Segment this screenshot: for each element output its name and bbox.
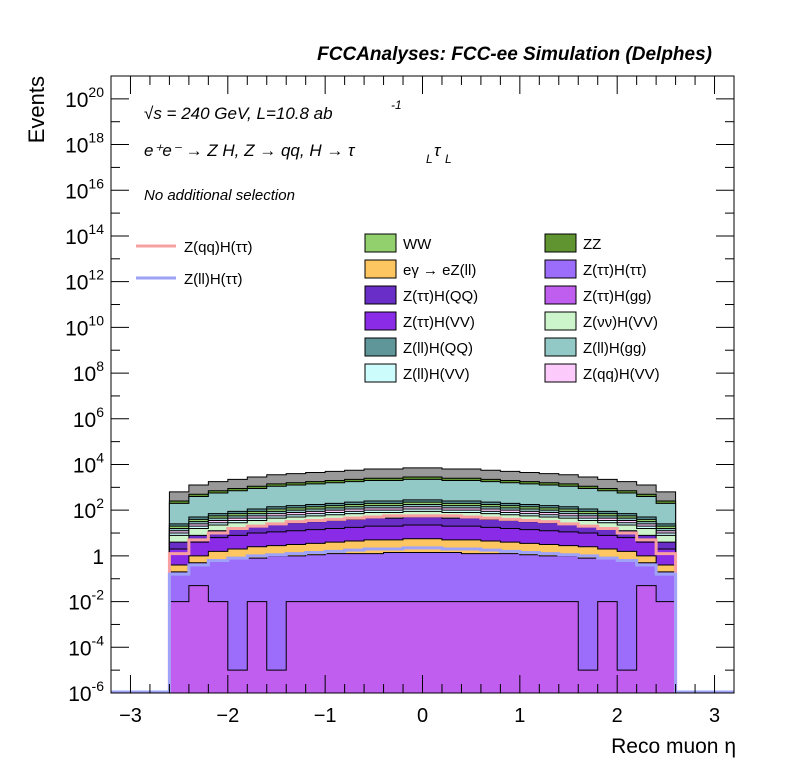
x-axis: −3 −2 −1 0 1 2 3 [110, 76, 735, 727]
legend-background-swatch [364, 337, 397, 357]
x-tick-label: 2 [612, 705, 623, 727]
legend-background-swatch [364, 259, 397, 279]
legend-background-swatch [364, 285, 397, 305]
stacked-histograms [168, 467, 677, 694]
legend-background-swatch [544, 285, 577, 305]
y-tick-base: 10 [65, 226, 88, 249]
x-axis-label: Reco muon η [611, 735, 736, 758]
legend-background-label: Z(νν)H(VV) [583, 314, 658, 331]
legend-background-label: Z(ττ)H(gg) [583, 288, 652, 305]
y-tick-base: 10 [68, 683, 91, 706]
y-axis-label: Events [24, 76, 49, 143]
legend-background-swatch [544, 311, 577, 331]
legend-backgrounds: WW ZZ eγ → eZ(ll) Z(ττ)H(ττ) Z(ττ)H(QQ) Z(ττ)… [364, 233, 660, 383]
y-tick-exponent: -6 [92, 678, 105, 694]
legend-background-swatch [544, 363, 577, 383]
signal-lines [111, 514, 734, 694]
legend-background-label: eγ → eZ(ll) [403, 262, 476, 279]
energy-exponent: -1 [391, 98, 402, 112]
y-tick-label: 108 [73, 358, 104, 386]
y-tick-base: 10 [65, 180, 88, 203]
y-tick-exponent: -2 [92, 587, 105, 603]
annotation-energy: √s = 240 GeV, L=10.8 ab -1 [144, 98, 402, 123]
x-tick-label: 1 [514, 705, 525, 727]
y-tick-exponent: 20 [88, 84, 104, 100]
x-tick-label: −3 [119, 705, 142, 727]
legend-background-label: Z(ττ)H(ττ) [583, 262, 647, 279]
legend-background-label: Z(ττ)H(VV) [403, 314, 475, 331]
legend-background-label: Z(qq)H(VV) [583, 366, 660, 383]
energy-text: √s = 240 GeV, L=10.8 ab [144, 104, 333, 123]
y-tick-base: 10 [73, 409, 96, 432]
y-tick-label: 1018 [65, 130, 104, 158]
y-tick-exponent: 2 [96, 495, 104, 511]
chart-title: FCCAnalyses: FCC-ee Simulation (Delphes) [317, 44, 712, 65]
legend-background-swatch [364, 363, 397, 383]
y-tick-label: 1010 [65, 312, 104, 340]
legend-signals: Z(qq)H(ττ) Z(ll)H(ττ) [136, 239, 253, 288]
legend-background-swatch [364, 233, 397, 253]
signal-line-0 [111, 514, 734, 694]
signal-line-1 [111, 546, 734, 694]
process-text: e⁺e⁻ → Z H, Z → qq, H → τ [144, 141, 356, 160]
y-axis: 102010181016101410121010108106104102110-… [65, 75, 734, 706]
legend-background-swatch [544, 337, 577, 357]
y-tick-label: 10-4 [68, 632, 104, 660]
legend-background-label: WW [403, 236, 432, 253]
y-tick-label: 10-2 [68, 587, 104, 615]
y-tick-label: 104 [73, 449, 104, 477]
legend-background-swatch [364, 311, 397, 331]
y-tick-base: 10 [68, 637, 91, 660]
y-tick-label: 1014 [65, 221, 104, 249]
x-tick-label: 3 [709, 705, 720, 727]
y-tick-label: 1012 [65, 267, 104, 295]
y-tick-label: 102 [73, 495, 104, 523]
legend-background-label: Z(ll)H(QQ) [403, 340, 473, 357]
legend-signal-label: Z(ll)H(ττ) [184, 271, 243, 288]
y-tick-base: 10 [65, 89, 88, 112]
y-tick-label: 1 [92, 546, 104, 569]
y-tick-label: 106 [73, 404, 104, 432]
legend-background-swatch [544, 233, 577, 253]
y-tick-exponent: 10 [88, 312, 104, 328]
legend-background-swatch [544, 259, 577, 279]
y-tick-base: 10 [65, 272, 88, 295]
process-subscript-2: L [445, 152, 452, 166]
x-tick-label: −1 [314, 705, 337, 727]
x-tick-label: −2 [216, 705, 239, 727]
annotation-process: e⁺e⁻ → Z H, Z → qq, H → τ L τ L [144, 141, 452, 166]
process-tau-2: τ [434, 141, 442, 160]
y-tick-exponent: 16 [88, 175, 104, 191]
y-tick-label: 1020 [65, 84, 104, 112]
y-tick-base: 10 [68, 592, 91, 615]
x-tick-label: 0 [417, 705, 428, 727]
y-tick-base: 10 [65, 135, 88, 158]
y-tick-exponent: 4 [96, 449, 104, 465]
y-tick-exponent: -4 [92, 632, 105, 648]
legend-background-label: Z(ll)H(gg) [583, 340, 646, 357]
stack-layer-0 [168, 585, 677, 694]
y-tick-label: 1016 [65, 175, 104, 203]
legend-background-label: ZZ [583, 236, 601, 253]
y-tick-exponent: 6 [96, 404, 104, 420]
process-subscript-1: L [426, 152, 433, 166]
y-tick-base: 10 [73, 363, 96, 386]
legend-background-label: Z(ττ)H(QQ) [403, 288, 478, 305]
legend-signal-label: Z(qq)H(ττ) [184, 239, 253, 256]
y-tick-exponent: 12 [88, 267, 104, 283]
y-tick-exponent: 8 [96, 358, 104, 374]
y-tick-base: 10 [73, 500, 96, 523]
y-tick-base: 10 [65, 317, 88, 340]
y-tick-exponent: 14 [88, 221, 104, 237]
y-tick-base: 10 [73, 454, 96, 477]
y-tick-label: 10-6 [68, 678, 104, 706]
legend-background-label: Z(ll)H(VV) [403, 366, 470, 383]
y-tick-exponent: 18 [88, 130, 104, 146]
annotation-selection: No additional selection [144, 187, 295, 204]
